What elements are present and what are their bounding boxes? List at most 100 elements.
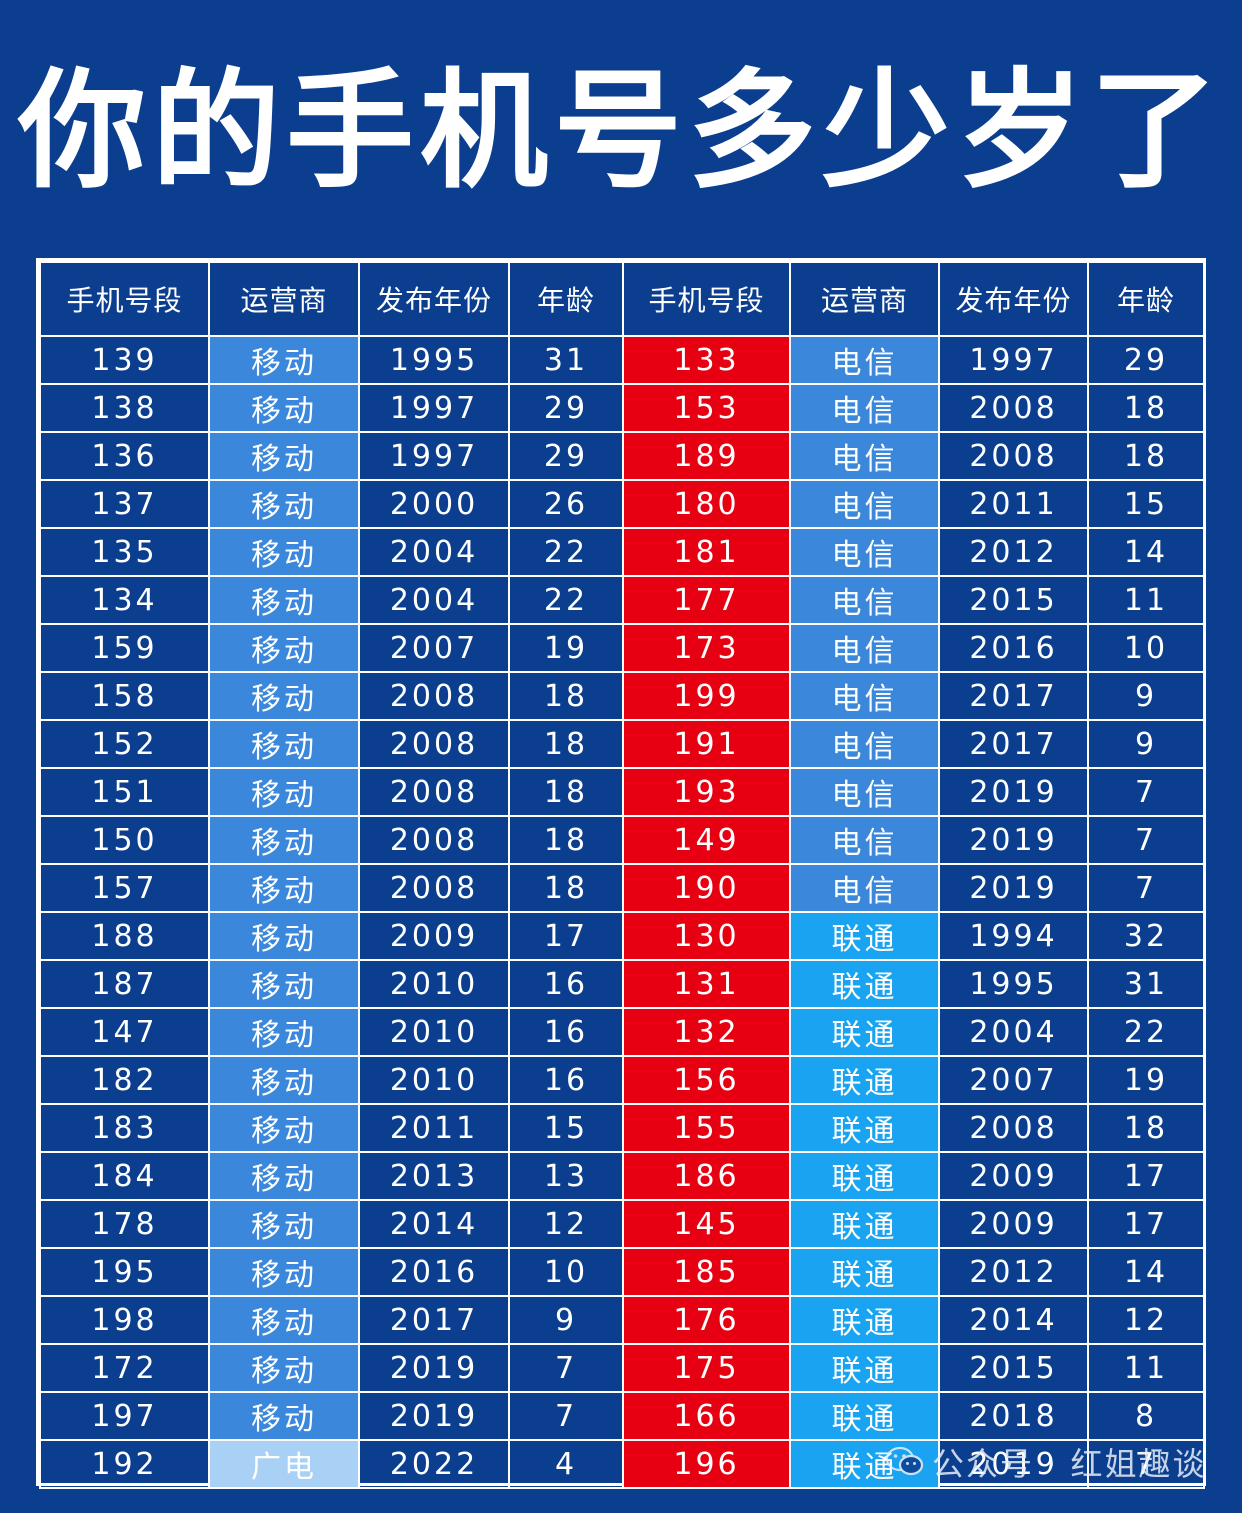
table-row: 198 移动 2017 9 176 联通 2014 12: [39, 1295, 1205, 1345]
year-cell: 1997: [938, 335, 1089, 385]
operator-cell: 电信: [789, 383, 940, 433]
operator-cell: 联通: [789, 1199, 940, 1249]
table-row: 182 移动 2010 16 156 联通 2007 19: [39, 1055, 1205, 1105]
operator-cell: 移动: [208, 1295, 360, 1345]
operator-cell: 移动: [208, 959, 360, 1009]
year-cell: 2019: [938, 767, 1089, 817]
header-age-left: 年龄: [508, 261, 624, 337]
age-cell: 14: [1087, 1247, 1205, 1297]
table-row: 187 移动 2010 16 131 联通 1995 31: [39, 959, 1205, 1009]
operator-cell: 联通: [789, 1343, 940, 1393]
segment-cell: 182: [39, 1055, 210, 1105]
segment-cell: 152: [39, 719, 210, 769]
year-cell: 2010: [358, 1055, 510, 1105]
table-row: 192 广电 2022 4 196 联通 2019 7: [39, 1439, 1205, 1489]
phone-age-table: 手机号段 运营商 发布年份 年龄 手机号段 运营商 发布年份 年龄 139 移动 1…: [39, 261, 1205, 1489]
year-cell: 2008: [358, 719, 510, 769]
age-cell: 18: [1087, 383, 1205, 433]
age-cell: 7: [1087, 767, 1205, 817]
age-cell: 22: [508, 575, 624, 625]
segment-cell: 136: [39, 431, 210, 481]
age-cell: 7: [1087, 863, 1205, 913]
operator-cell: 联通: [789, 1103, 940, 1153]
operator-cell: 移动: [208, 911, 360, 961]
year-cell: 2008: [938, 1103, 1089, 1153]
year-cell: 1995: [358, 335, 510, 385]
age-cell: 7: [1087, 815, 1205, 865]
segment-cell: 130: [622, 911, 791, 961]
year-cell: 2015: [938, 1343, 1089, 1393]
year-cell: 2019: [938, 815, 1089, 865]
year-cell: 2014: [938, 1295, 1089, 1345]
operator-cell: 移动: [208, 335, 360, 385]
age-cell: 22: [508, 527, 624, 577]
operator-cell: 电信: [789, 479, 940, 529]
age-cell: 10: [508, 1247, 624, 1297]
segment-cell: 131: [622, 959, 791, 1009]
segment-cell: 190: [622, 863, 791, 913]
operator-cell: 移动: [208, 527, 360, 577]
segment-cell: 192: [39, 1439, 210, 1489]
operator-cell: 联通: [789, 1007, 940, 1057]
table-row: 151 移动 2008 18 193 电信 2019 7: [39, 767, 1205, 817]
age-cell: 18: [508, 815, 624, 865]
header-operator-right: 运营商: [789, 261, 940, 337]
segment-cell: 172: [39, 1343, 210, 1393]
year-cell: 2017: [938, 671, 1089, 721]
segment-cell: 187: [39, 959, 210, 1009]
operator-cell: 广电: [208, 1439, 360, 1489]
operator-cell: 移动: [208, 767, 360, 817]
year-cell: 2017: [938, 719, 1089, 769]
operator-cell: 电信: [789, 815, 940, 865]
header-segment-left: 手机号段: [39, 261, 210, 337]
year-cell: 2014: [358, 1199, 510, 1249]
operator-cell: 联通: [789, 1295, 940, 1345]
age-cell: 12: [508, 1199, 624, 1249]
operator-cell: 移动: [208, 1247, 360, 1297]
age-cell: 29: [508, 431, 624, 481]
year-cell: 2019: [938, 863, 1089, 913]
table-row: 135 移动 2004 22 181 电信 2012 14: [39, 527, 1205, 577]
segment-cell: 158: [39, 671, 210, 721]
table-row: 188 移动 2009 17 130 联通 1994 32: [39, 911, 1205, 961]
year-cell: 2019: [938, 1439, 1089, 1489]
segment-cell: 151: [39, 767, 210, 817]
segment-cell: 178: [39, 1199, 210, 1249]
year-cell: 2019: [358, 1391, 510, 1441]
table-row: 136 移动 1997 29 189 电信 2008 18: [39, 431, 1205, 481]
segment-cell: 189: [622, 431, 791, 481]
year-cell: 2009: [938, 1199, 1089, 1249]
header-age-right: 年龄: [1087, 261, 1205, 337]
operator-cell: 移动: [208, 383, 360, 433]
age-cell: 18: [508, 671, 624, 721]
age-cell: 9: [1087, 719, 1205, 769]
age-cell: 22: [1087, 1007, 1205, 1057]
year-cell: 2015: [938, 575, 1089, 625]
age-cell: 18: [1087, 431, 1205, 481]
operator-cell: 电信: [789, 335, 940, 385]
year-cell: 2011: [358, 1103, 510, 1153]
segment-cell: 157: [39, 863, 210, 913]
segment-cell: 184: [39, 1151, 210, 1201]
table-row: 134 移动 2004 22 177 电信 2015 11: [39, 575, 1205, 625]
age-cell: 31: [1087, 959, 1205, 1009]
header-operator-left: 运营商: [208, 261, 360, 337]
header-segment-right: 手机号段: [622, 261, 791, 337]
year-cell: 2004: [358, 575, 510, 625]
table-row: 150 移动 2008 18 149 电信 2019 7: [39, 815, 1205, 865]
segment-cell: 132: [622, 1007, 791, 1057]
table-row: 184 移动 2013 13 186 联通 2009 17: [39, 1151, 1205, 1201]
year-cell: 2009: [358, 911, 510, 961]
operator-cell: 移动: [208, 1343, 360, 1393]
age-cell: 16: [508, 959, 624, 1009]
age-cell: 4: [508, 1439, 624, 1489]
age-cell: 18: [508, 767, 624, 817]
year-cell: 2018: [938, 1391, 1089, 1441]
age-cell: 19: [508, 623, 624, 673]
year-cell: 2017: [358, 1295, 510, 1345]
year-cell: 2012: [938, 1247, 1089, 1297]
age-cell: 7: [1087, 1439, 1205, 1489]
table-row: 139 移动 1995 31 133 电信 1997 29: [39, 335, 1205, 385]
year-cell: 2009: [938, 1151, 1089, 1201]
segment-cell: 191: [622, 719, 791, 769]
